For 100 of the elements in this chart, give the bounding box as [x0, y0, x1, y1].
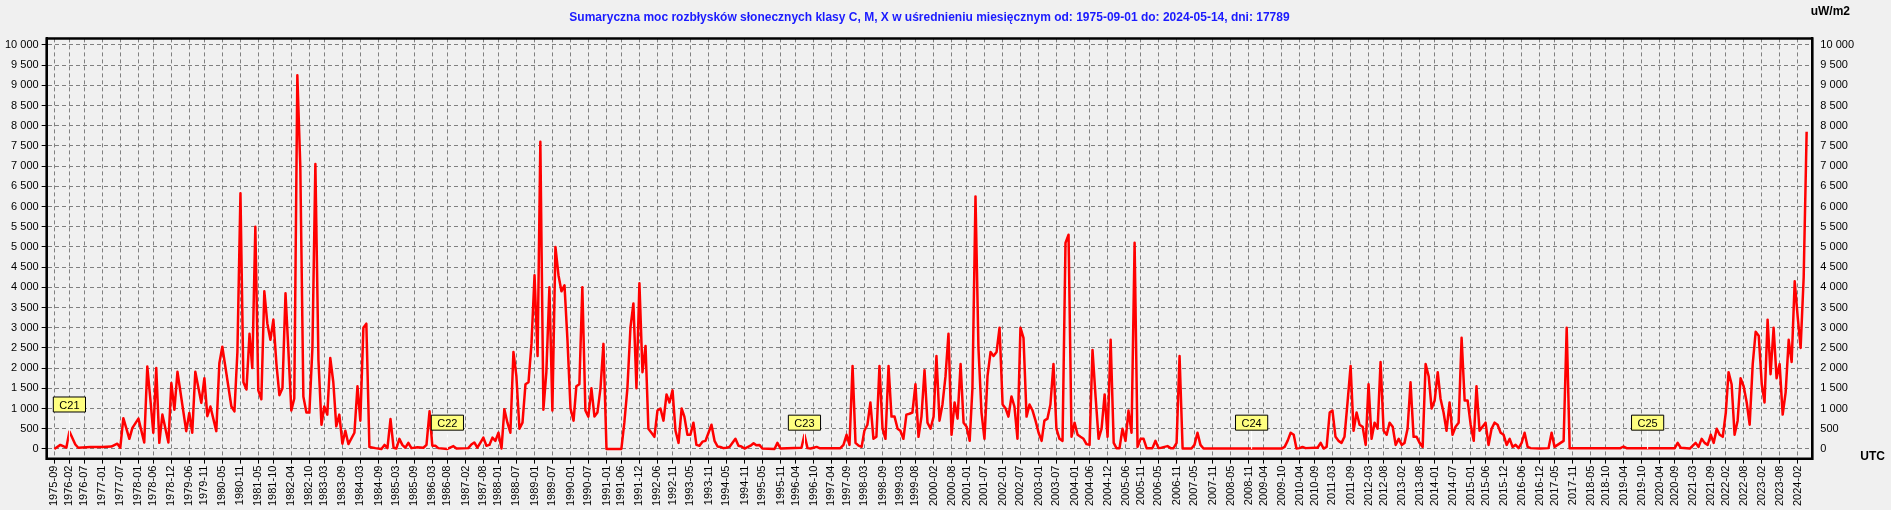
x-tick-label: 2011-03 — [1325, 465, 1338, 506]
y2-tick-label: 0 — [1820, 441, 1827, 454]
x-tick-label: 1985-09 — [407, 465, 420, 507]
y2-tick-label: 9 000 — [1820, 78, 1848, 91]
x-tick-label: 2003-07 — [1049, 465, 1062, 507]
x-tick-label: 2001-07 — [977, 465, 990, 507]
x-tick-label: 1980-11 — [233, 465, 246, 506]
x-tick-label: 2001-01 — [959, 465, 972, 507]
x-tick-label: 1986-03 — [425, 465, 438, 507]
y-tick-label: 5 500 — [11, 219, 39, 232]
y2-tick-label: 6 500 — [1820, 179, 1848, 192]
x-tick-label: 2020-04 — [1652, 465, 1665, 507]
x-tick-label: 2006-05 — [1151, 465, 1164, 507]
x-tick-label: 1995-11 — [773, 465, 786, 506]
y-tick-label: 6 000 — [11, 199, 39, 212]
x-tick-label: 1984-03 — [353, 465, 366, 507]
x-tick-label: 1977-01 — [95, 465, 108, 507]
y-tick-label: 3 000 — [11, 320, 39, 333]
x-tick-label: 1997-04 — [824, 465, 837, 507]
y-tick-label: 3 500 — [11, 300, 39, 313]
y-tick-label: 7 000 — [11, 159, 39, 172]
x-tick-label: 1980-05 — [215, 465, 228, 507]
y-tick-label: 10 000 — [4, 37, 39, 50]
y2-tick-label: 3 500 — [1820, 300, 1848, 313]
x-tick-label: 1988-07 — [509, 465, 522, 507]
x-tick-label: 2017-11 — [1565, 465, 1578, 506]
x-tick-label: 2000-08 — [944, 465, 957, 507]
y-tick-label: 4 000 — [11, 280, 39, 293]
chart-title: Sumaryczna moc rozbłysków słonecznych klasy C, M, X w uśrednieniu miesięcznym od: 1975-09-01 do: 2024-05-14, dni: 17789 — [569, 9, 1290, 24]
y2-tick-label: 1 500 — [1820, 381, 1848, 394]
x-axis-title: UTC — [1860, 448, 1886, 463]
y2-tick-label: 4 500 — [1820, 260, 1848, 273]
x-tick-label: 2004-06 — [1082, 465, 1095, 507]
x-tick-label: 1986-08 — [440, 465, 453, 507]
x-tick-label: 1996-10 — [806, 465, 819, 507]
x-tick-label: 1982-04 — [284, 465, 297, 507]
x-tick-label: 1990-01 — [563, 465, 576, 507]
x-tick-label: 2005-06 — [1118, 465, 1131, 507]
x-tick-label: 2024-02 — [1790, 465, 1803, 507]
y2-axis-title: uW/m2 — [1810, 4, 1851, 19]
annotation: C25 — [1637, 416, 1658, 429]
x-tick-label: 2012-08 — [1376, 465, 1389, 507]
x-tick-label: 2023-02 — [1754, 465, 1767, 507]
y2-tick-label: 9 500 — [1820, 58, 1848, 71]
y2-tick-label: 8 000 — [1820, 118, 1848, 131]
x-tick-label: 1981-10 — [266, 465, 279, 507]
y2-tick-label: 7 500 — [1820, 138, 1848, 151]
x-tick-label: 2016-12 — [1532, 465, 1545, 507]
x-tick-label: 1978-12 — [164, 465, 177, 507]
y-tick-label: 8 000 — [11, 118, 39, 131]
x-tick-label: 2003-01 — [1031, 465, 1044, 507]
y2-tick-label: 7 000 — [1820, 159, 1848, 172]
x-tick-label: 1994-11 — [737, 465, 750, 506]
y-tick-label: 2 000 — [11, 361, 39, 374]
x-tick-label: 1988-01 — [491, 465, 504, 507]
x-tick-label: 2005-11 — [1133, 465, 1146, 506]
x-tick-label: 1987-08 — [476, 465, 489, 507]
x-tick-label: 2007-05 — [1187, 465, 1200, 507]
x-tick-label: 1987-02 — [458, 465, 471, 507]
x-tick-label: 2007-11 — [1205, 465, 1218, 506]
x-tick-label: 2015-01 — [1463, 465, 1476, 507]
y2-tick-label: 4 000 — [1820, 280, 1848, 293]
y2-tick-label: 8 500 — [1820, 98, 1848, 111]
annotation: C23 — [794, 416, 815, 429]
x-tick-label: 2010-04 — [1292, 465, 1305, 507]
x-tick-label: 2017-05 — [1547, 465, 1560, 507]
x-tick-label: 2018-05 — [1583, 465, 1596, 507]
x-tick-label: 2008-11 — [1241, 465, 1254, 506]
x-tick-label: 2021-03 — [1685, 465, 1698, 507]
y-tick-label: 7 500 — [11, 138, 39, 151]
y-tick-label: 9 000 — [11, 78, 39, 91]
y-tick-label: 500 — [20, 421, 39, 434]
x-tick-label: 2019-10 — [1634, 465, 1647, 507]
x-tick-label: 2018-10 — [1598, 465, 1611, 507]
x-tick-label: 2014-07 — [1445, 465, 1458, 507]
y-tick-label: 1 000 — [11, 401, 39, 414]
x-tick-label: 1990-07 — [581, 465, 594, 507]
x-tick-label: 1989-07 — [545, 465, 558, 507]
x-tick-label: 1979-06 — [182, 465, 195, 507]
y-tick-label: 9 500 — [11, 58, 39, 71]
x-tick-label: 2008-05 — [1223, 465, 1236, 507]
x-tick-label: 2020-09 — [1667, 465, 1680, 507]
x-tick-label: 1998-09 — [875, 465, 888, 507]
y-tick-label: 1 500 — [11, 381, 39, 394]
y-tick-label: 6 500 — [11, 179, 39, 192]
x-tick-label: 1993-05 — [683, 465, 696, 507]
x-tick-label: 1985-03 — [389, 465, 402, 507]
x-tick-label: 1997-09 — [839, 465, 852, 507]
x-tick-label: 2022-08 — [1736, 465, 1749, 507]
annotation: C21 — [59, 398, 80, 411]
x-tick-label: 1979-11 — [197, 465, 210, 506]
y2-tick-label: 5 500 — [1820, 219, 1848, 232]
x-tick-label: 1983-03 — [317, 465, 330, 507]
x-tick-label: 2015-06 — [1478, 465, 1491, 507]
x-tick-label: 2010-09 — [1307, 465, 1320, 507]
annotation: C22 — [437, 416, 458, 429]
x-tick-label: 1975-09 — [47, 465, 60, 507]
x-tick-label: 2016-06 — [1514, 465, 1527, 507]
x-tick-label: 2019-04 — [1616, 465, 1629, 507]
x-tick-label: 2023-08 — [1772, 465, 1785, 507]
